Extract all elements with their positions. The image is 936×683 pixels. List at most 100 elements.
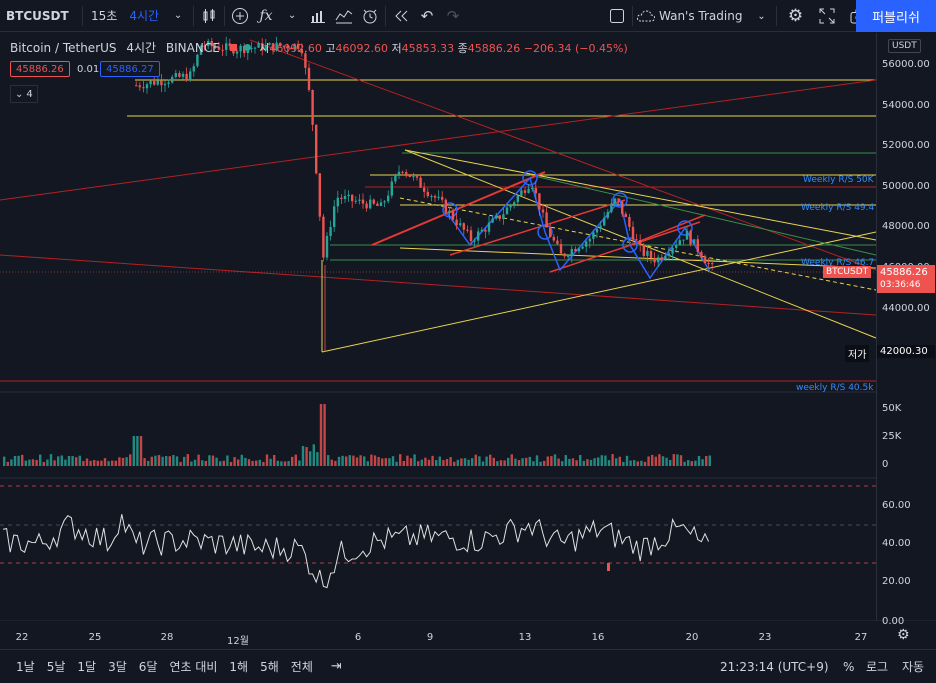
volume-bar <box>17 455 20 466</box>
fullscreen-icon[interactable] <box>811 0 843 32</box>
trendline <box>321 231 877 353</box>
right-tools: Wan's Trading ⌄ ⚙ <box>604 0 875 32</box>
financials-icon[interactable] <box>305 0 331 32</box>
candle-body <box>585 241 588 247</box>
candle-body <box>649 250 653 258</box>
pair-name[interactable]: Bitcoin / TetherUS <box>10 41 117 55</box>
range-button[interactable]: 6달 <box>138 660 158 674</box>
annotation-r2[interactable]: Weekly R/S 49.4 <box>801 203 875 213</box>
sell-price[interactable]: 45886.26 <box>10 61 70 77</box>
alert-icon[interactable] <box>357 0 383 32</box>
goto-date-icon[interactable]: ⇥ <box>330 659 342 674</box>
candle-body <box>135 85 138 87</box>
time-axis[interactable]: 22 25 28 12월 6 9 13 16 20 23 27 <box>0 627 876 647</box>
candle-body <box>423 187 426 192</box>
candle-body <box>286 45 289 49</box>
interval-4h[interactable]: 4시간 <box>129 9 160 23</box>
trendline <box>0 79 877 201</box>
candle-body <box>397 171 401 175</box>
fullscreen-select-icon[interactable] <box>604 0 630 32</box>
chevron-down-icon[interactable]: ⌄ <box>287 10 297 21</box>
candles-icon[interactable] <box>196 0 222 32</box>
volume-bar <box>334 460 337 466</box>
candle-body <box>628 216 631 227</box>
volume-bar <box>294 454 297 466</box>
annotation-r3[interactable]: Weekly R/S 46.7 <box>801 258 875 268</box>
chevron-down-icon[interactable]: ⌄ <box>757 10 766 22</box>
annotation-r1[interactable]: Weekly R/S 50K <box>803 175 874 185</box>
volume-bar <box>543 460 546 466</box>
price-axis[interactable] <box>876 33 936 621</box>
volume-bar <box>85 458 89 466</box>
log-toggle[interactable]: 로그 <box>866 660 889 674</box>
gear-icon[interactable]: ⚙ <box>787 6 804 26</box>
templates-icon[interactable] <box>331 0 357 32</box>
volume-bar <box>35 460 38 466</box>
volume-bar <box>442 460 445 466</box>
price-tick: 54000.00 <box>882 99 930 111</box>
clock[interactable]: 21:23:14 (UTC+9) <box>720 659 829 674</box>
divider <box>193 5 195 26</box>
volume-bar <box>618 456 621 466</box>
interval-15s[interactable]: 15초 <box>91 9 118 23</box>
volume-bar <box>409 458 413 466</box>
undo-icon[interactable]: ↶ <box>420 6 434 25</box>
volume-bar <box>175 456 179 466</box>
volume-bar <box>593 458 596 466</box>
volume-bar <box>431 455 434 466</box>
volume-bar <box>251 461 254 466</box>
price-chart[interactable] <box>0 33 936 621</box>
add-indicator-icon[interactable] <box>227 0 253 32</box>
range-button[interactable]: 1해 <box>229 660 249 674</box>
price-tick: 44000.00 <box>882 302 930 314</box>
volume-tick: 50K <box>882 403 902 414</box>
buy-price[interactable]: 45886.27 <box>100 61 160 77</box>
currency-label[interactable]: USDT <box>888 39 921 53</box>
candle-body <box>603 217 606 226</box>
function-icon[interactable]: ƒx <box>259 7 273 24</box>
annotation-r4[interactable]: weekly R/S 40.5k <box>796 383 874 393</box>
chevron-down-icon[interactable]: ⌄ <box>173 10 183 21</box>
candle-body <box>556 240 559 245</box>
legend-exchange: BINANCE <box>165 41 220 55</box>
volume-bar <box>305 447 308 466</box>
volume-bar <box>121 457 125 466</box>
candle-body <box>376 203 379 206</box>
range-button[interactable]: 1날 <box>16 660 35 674</box>
redo-icon[interactable]: ↷ <box>446 6 460 25</box>
range-button[interactable]: 1달 <box>77 660 97 674</box>
volume-bar <box>391 456 395 466</box>
volume-bar <box>78 455 81 466</box>
range-button[interactable]: 전체 <box>290 660 313 674</box>
candle-body <box>333 206 336 228</box>
volume-bar <box>503 460 506 466</box>
candle-body <box>448 210 451 213</box>
range-button[interactable]: 5날 <box>46 660 66 674</box>
volume-bar <box>276 460 279 466</box>
volume-bar <box>579 454 582 466</box>
layout-name[interactable]: Wan's Trading <box>659 9 743 23</box>
range-button[interactable]: 연초 대비 <box>169 660 218 674</box>
candle-body <box>462 223 465 230</box>
publish-button[interactable]: 퍼블리쉬 <box>856 0 936 32</box>
volume-bar <box>467 459 470 466</box>
indicators-toggle[interactable]: ⌄ 4 <box>10 85 38 103</box>
cloud-icon[interactable] <box>635 0 657 32</box>
candle-body <box>174 73 177 77</box>
range-button[interactable]: 5해 <box>260 660 279 674</box>
volume-bar <box>683 461 686 466</box>
grid-lines <box>0 391 936 621</box>
auto-toggle[interactable]: 자동 <box>902 660 925 674</box>
volume-bar <box>222 460 225 466</box>
candle-body <box>559 244 563 254</box>
percent-toggle[interactable]: % <box>843 659 855 674</box>
replay-icon[interactable] <box>388 0 414 32</box>
volume-bar <box>129 454 132 466</box>
range-button[interactable]: 3달 <box>108 660 127 674</box>
candle-body <box>498 215 501 219</box>
volume-bar <box>280 461 283 466</box>
settings-icon[interactable]: ⚙ <box>897 627 910 643</box>
volume-bar <box>118 457 121 466</box>
volume-bar <box>672 454 675 466</box>
symbol-search[interactable]: BTCUSDT <box>6 8 69 23</box>
